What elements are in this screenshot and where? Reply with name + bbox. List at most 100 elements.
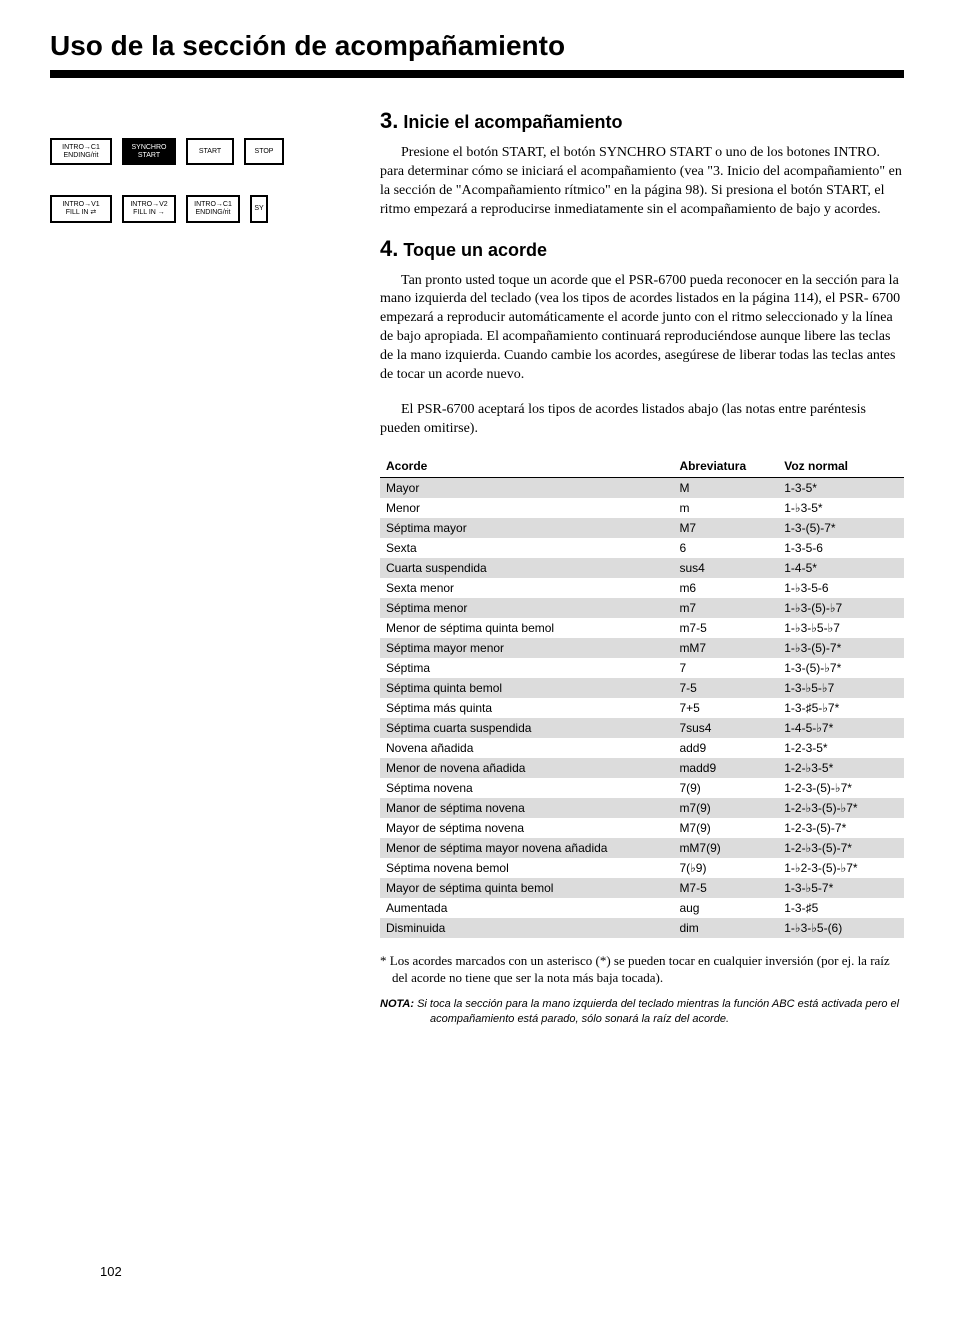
right-column: 3. Inicie el acompañamiento Presione el … [380, 108, 904, 1026]
table-row: Sexta61-3-5-6 [380, 538, 904, 558]
hw-button: INTRO→V2 FILL IN → [122, 195, 176, 222]
table-cell: 1-2-3-(5)-♭7* [778, 778, 904, 798]
table-row: Menor de novena añadidamadd91-2-♭3-5* [380, 758, 904, 778]
table-cell: 6 [673, 538, 778, 558]
table-cell: 1-4-5-♭7* [778, 718, 904, 738]
table-row: Menor de séptima quinta bemolm7-51-♭3-♭5… [380, 618, 904, 638]
table-cell: mM7 [673, 638, 778, 658]
table-cell: 1-2-3-(5)-7* [778, 818, 904, 838]
table-cell: 1-2-♭3-(5)-♭7* [778, 798, 904, 818]
footnote: * Los acordes marcados con un asterisco … [380, 952, 904, 987]
table-row: Novena añadidaadd91-2-3-5* [380, 738, 904, 758]
hw-button: SYNCHRO START [122, 138, 176, 165]
table-cell: 1-♭3-5-6 [778, 578, 904, 598]
section4-body1: Tan pronto usted toque un acorde que el … [380, 272, 904, 385]
hw-button: INTRO→V1 FILL IN ⇄ [50, 195, 112, 222]
table-row: Séptima71-3-(5)-♭7* [380, 658, 904, 678]
table-cell: m7-5 [673, 618, 778, 638]
table-cell: 1-3-(5)-♭7* [778, 658, 904, 678]
table-cell: Séptima mayor menor [380, 638, 673, 658]
table-row: Mayor de séptima quinta bemolM7-51-3-♭5-… [380, 878, 904, 898]
table-cell: 1-♭2-3-(5)-♭7* [778, 858, 904, 878]
table-cell: Menor de séptima mayor novena añadida [380, 838, 673, 858]
table-cell: m7(9) [673, 798, 778, 818]
page-title: Uso de la sección de acompañamiento [50, 30, 904, 78]
th-abrev: Abreviatura [673, 455, 778, 478]
nota-body: Si toca la sección para la mano izquierd… [417, 998, 899, 1025]
table-cell: Séptima mayor [380, 518, 673, 538]
section3-title: Inicie el acompañamiento [403, 112, 622, 132]
table-cell: 1-♭3-♭5-(6) [778, 918, 904, 938]
table-row: Séptima quinta bemol7-51-3-♭5-♭7 [380, 678, 904, 698]
table-cell: Aumentada [380, 898, 673, 918]
table-row: Disminuidadim1-♭3-♭5-(6) [380, 918, 904, 938]
nota-label: NOTA: [380, 998, 414, 1010]
table-cell: Sexta [380, 538, 673, 558]
table-cell: 1-2-♭3-(5)-7* [778, 838, 904, 858]
table-cell: dim [673, 918, 778, 938]
table-cell: Menor de novena añadida [380, 758, 673, 778]
table-cell: mM7(9) [673, 838, 778, 858]
table-cell: 1-2-♭3-5* [778, 758, 904, 778]
table-cell: m7 [673, 598, 778, 618]
table-cell: 7(♭9) [673, 858, 778, 878]
table-cell: 1-♭3-♭5-♭7 [778, 618, 904, 638]
page-number: 102 [100, 1264, 122, 1279]
nota: NOTA: Si toca la sección para la mano iz… [380, 997, 904, 1027]
table-cell: Mayor de séptima quinta bemol [380, 878, 673, 898]
hw-button: STOP [244, 138, 284, 165]
table-cell: 1-3-♯5-♭7* [778, 698, 904, 718]
table-cell: Séptima [380, 658, 673, 678]
section3-body: Presione el botón START, el botón SYNCHR… [380, 144, 904, 220]
section3-num: 3. [380, 108, 398, 133]
table-cell: 1-3-♯5 [778, 898, 904, 918]
table-cell: Manor de séptima novena [380, 798, 673, 818]
table-row: Mayor de séptima novenaM7(9)1-2-3-(5)-7* [380, 818, 904, 838]
table-cell: M7 [673, 518, 778, 538]
table-cell: 1-3-5-6 [778, 538, 904, 558]
table-cell: Menor [380, 498, 673, 518]
table-row: Séptima menorm71-♭3-(5)-♭7 [380, 598, 904, 618]
table-cell: add9 [673, 738, 778, 758]
section4-num: 4. [380, 236, 398, 261]
hw-button: INTRO→C1 ENDING/rit [50, 138, 112, 165]
table-row: Séptima mayor menormM71-♭3-(5)-7* [380, 638, 904, 658]
button-row-2: INTRO→V1 FILL IN ⇄INTRO→V2 FILL IN →INTR… [50, 195, 350, 222]
table-cell: 7 [673, 658, 778, 678]
table-cell: Disminuida [380, 918, 673, 938]
table-cell: 1-3-5* [778, 477, 904, 498]
table-row: Séptima novena bemol7(♭9)1-♭2-3-(5)-♭7* [380, 858, 904, 878]
th-voz: Voz normal [778, 455, 904, 478]
section4-heading: 4. Toque un acorde [380, 236, 904, 262]
table-cell: 1-3-♭5-♭7 [778, 678, 904, 698]
table-cell: Séptima quinta bemol [380, 678, 673, 698]
button-row-1: INTRO→C1 ENDING/rit SYNCHRO START START STO… [50, 138, 350, 165]
hw-button: SY [250, 195, 268, 222]
table-row: Séptima más quinta7+51-3-♯5-♭7* [380, 698, 904, 718]
table-cell: madd9 [673, 758, 778, 778]
table-row: Manor de séptima novenam7(9)1-2-♭3-(5)-♭… [380, 798, 904, 818]
table-cell: Séptima novena bemol [380, 858, 673, 878]
table-cell: 1-2-3-5* [778, 738, 904, 758]
content-area: INTRO→C1 ENDING/rit SYNCHRO START START STO… [50, 108, 904, 1026]
table-cell: 1-♭3-5* [778, 498, 904, 518]
table-row: Aumentadaaug1-3-♯5 [380, 898, 904, 918]
th-acorde: Acorde [380, 455, 673, 478]
table-cell: Mayor [380, 477, 673, 498]
table-cell: Séptima cuarta suspendida [380, 718, 673, 738]
table-cell: 1-4-5* [778, 558, 904, 578]
table-row: Menorm1-♭3-5* [380, 498, 904, 518]
table-cell: 7(9) [673, 778, 778, 798]
table-row: MayorM1-3-5* [380, 477, 904, 498]
table-cell: aug [673, 898, 778, 918]
table-cell: 1-♭3-(5)-♭7 [778, 598, 904, 618]
table-cell: Novena añadida [380, 738, 673, 758]
table-cell: Mayor de séptima novena [380, 818, 673, 838]
table-cell: M7(9) [673, 818, 778, 838]
hw-button: START [186, 138, 234, 165]
chord-table: Acorde Abreviatura Voz normal MayorM1-3-… [380, 455, 904, 938]
table-cell: Séptima novena [380, 778, 673, 798]
table-cell: M7-5 [673, 878, 778, 898]
table-row: Séptima mayorM71-3-(5)-7* [380, 518, 904, 538]
table-cell: Cuarta suspendida [380, 558, 673, 578]
